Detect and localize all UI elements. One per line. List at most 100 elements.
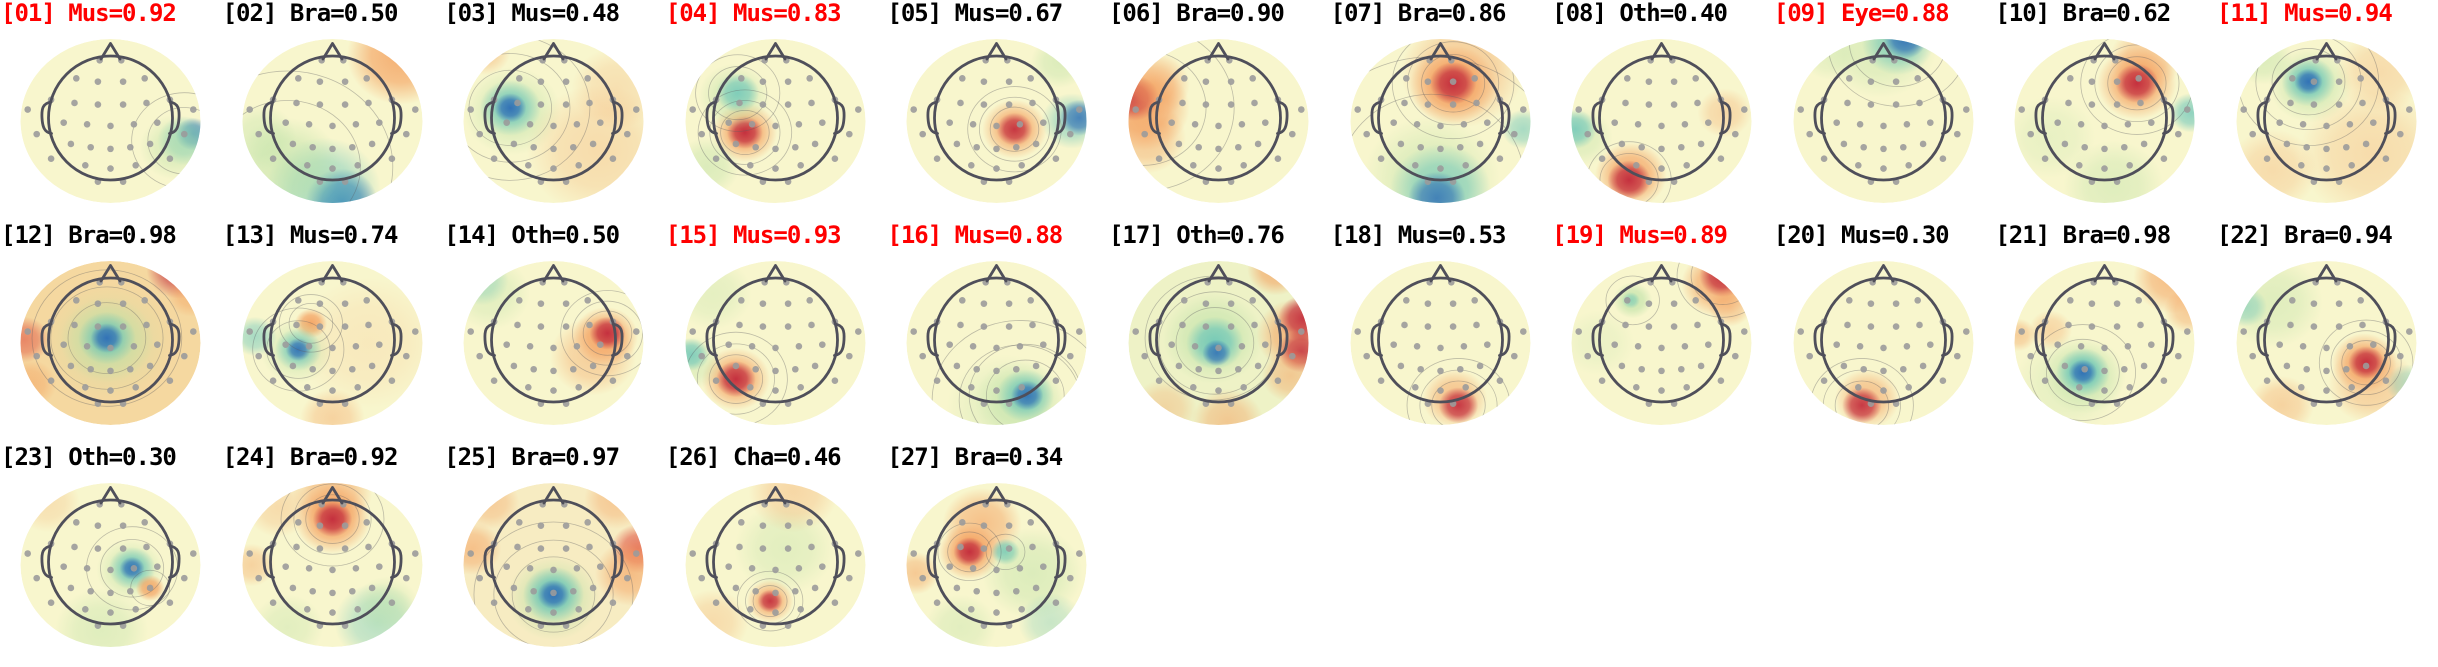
electrode-dot	[2018, 106, 2026, 113]
electrode-dot	[352, 342, 359, 350]
electrode-dot	[1027, 297, 1035, 304]
electrode-dot	[1483, 341, 1491, 348]
electrode-dot	[87, 143, 94, 151]
electrode-dot	[712, 155, 720, 163]
electrode-dot	[107, 165, 114, 172]
electrode-dot	[1215, 344, 1222, 352]
electrode-dot	[970, 120, 977, 128]
component-cell-21: [21] Bra=0.98	[1994, 222, 2215, 444]
electrode-dot	[1645, 323, 1653, 330]
activity-blob	[2236, 129, 2318, 203]
electrode-dot	[1681, 120, 1689, 128]
electrode-dot	[759, 323, 766, 330]
electrode-dot	[597, 119, 604, 126]
electrode-dot	[2076, 383, 2083, 391]
electrode-dot	[946, 341, 954, 348]
electrode-dot	[1905, 161, 1912, 169]
electrode-dot	[1261, 119, 1269, 126]
component-cell-13: [13] Mus=0.74	[222, 222, 443, 444]
electrode-dot	[1215, 122, 1222, 130]
electrode-dot	[316, 78, 323, 85]
electrode-dot	[2078, 120, 2085, 128]
head-outline	[2256, 42, 2397, 182]
nose-icon	[1650, 42, 1673, 61]
activity-blob	[1277, 295, 1309, 342]
electrode-dot	[119, 522, 127, 529]
contour-line	[696, 343, 775, 415]
electrode-dot	[368, 362, 375, 370]
electrode-dot	[973, 587, 981, 595]
activity-blob	[2294, 68, 2323, 95]
head-outline	[1148, 42, 1289, 182]
electrode-dot	[1195, 143, 1202, 151]
electrode-dot	[1013, 143, 1020, 151]
electrode-dot	[292, 543, 300, 551]
electrode-dot	[1449, 78, 1456, 85]
electrode-dot	[67, 584, 75, 592]
electrode-dot	[24, 550, 32, 557]
electrode-dot	[364, 321, 372, 329]
electrode-dot	[1132, 106, 1139, 113]
electrode-dot	[316, 545, 323, 552]
electrode-dot	[1274, 155, 1282, 163]
ear-left-icon	[926, 322, 940, 357]
head-outline	[40, 486, 181, 626]
electrode-dot	[245, 106, 253, 113]
electrode-dot	[1879, 367, 1887, 375]
nose-icon	[1872, 42, 1895, 61]
electrode-dot	[1915, 99, 1923, 107]
electrode-dot	[1633, 383, 1640, 391]
ear-left-icon	[2256, 100, 2269, 135]
electrode-dot	[1413, 342, 1420, 350]
electrode-dot	[2287, 321, 2294, 329]
electrode-dot	[1717, 155, 1725, 163]
electrode-dot	[490, 377, 498, 385]
electrode-dot	[1436, 387, 1444, 394]
electrode-dot	[609, 155, 617, 163]
topomap-plot	[685, 39, 866, 203]
electrode-dot	[689, 550, 696, 557]
electrode-dot	[2160, 155, 2168, 163]
electrode-dot	[959, 297, 966, 304]
contour-line	[2341, 340, 2391, 386]
electrode-dot	[1856, 120, 1864, 128]
contour-line	[685, 331, 788, 425]
electrode-dot	[1397, 362, 1404, 370]
electrode-dot	[1820, 377, 1828, 385]
electrode-dot	[467, 550, 475, 557]
electrode-dot	[2323, 387, 2330, 394]
topomap-plot	[685, 483, 866, 647]
electrode-dot	[831, 599, 838, 607]
activity-blob	[1607, 160, 1651, 200]
electrode-dot	[1353, 106, 1361, 113]
ear-right-icon	[1497, 100, 1511, 135]
electrode-dot	[1195, 365, 1202, 373]
electrode-dot	[537, 323, 545, 330]
electrode-dot	[1678, 143, 1685, 151]
electrode-dot	[910, 328, 918, 335]
electrode-dot	[953, 584, 961, 592]
electrode-dot	[1658, 387, 1665, 394]
electrode-dot	[1470, 297, 1478, 304]
electrode-dot	[550, 609, 557, 616]
contour-line	[1605, 275, 1660, 326]
electrode-dot	[993, 145, 1001, 153]
topomap-plot	[20, 39, 201, 203]
electrode-dot	[831, 155, 838, 163]
component-cell-18: [18] Mus=0.53	[1330, 222, 1551, 444]
ear-left-icon	[1148, 322, 1161, 357]
electrode-dot	[353, 605, 361, 613]
electrode-dot	[82, 605, 89, 613]
electrode-dot	[1860, 143, 1867, 151]
electrode-dot	[1575, 328, 1583, 335]
topomap-plot	[906, 261, 1087, 425]
electrode-dot	[791, 143, 799, 151]
electrode-dot	[689, 328, 696, 335]
topomap-plot	[463, 261, 644, 425]
electrode-dot	[2348, 161, 2355, 169]
ear-left-icon	[483, 322, 497, 357]
electrode-dot	[589, 362, 597, 370]
electrode-dot	[953, 362, 961, 370]
electrode-dot	[1638, 143, 1646, 151]
nose-icon	[99, 264, 122, 283]
